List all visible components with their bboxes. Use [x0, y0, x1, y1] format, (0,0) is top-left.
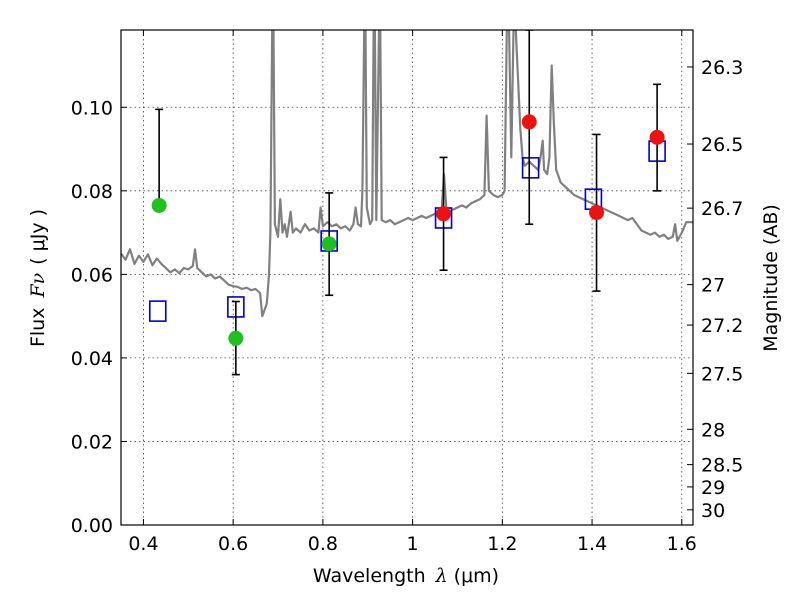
x-tick-label: 1.4	[577, 533, 607, 555]
x-tick-label: 0.6	[218, 533, 248, 555]
x-tick-label: 0.4	[128, 533, 158, 555]
y2-tick-label: 26.5	[701, 134, 743, 156]
model-spectrum-line	[121, 30, 693, 318]
axes: 0.4 0.6 0.8 1 1.2 1.4 1.6 0.00 0.02 0.04 0.06 0.08 0…	[71, 30, 743, 555]
observed-flux-point	[151, 197, 167, 213]
y-tick-label: 0.10	[71, 97, 113, 119]
observed-flux-point	[321, 236, 337, 252]
plot-frame	[120, 29, 694, 526]
data-series	[121, 30, 693, 376]
y-tick-label: 0.06	[71, 264, 113, 286]
observed-flux-point	[649, 129, 665, 145]
x-tick-label: 1	[407, 533, 419, 555]
model-photometry-box	[148, 300, 167, 322]
observed-flux-point	[228, 330, 244, 346]
observed-flux-point	[589, 205, 605, 221]
y2-tick-label: 27.5	[701, 363, 743, 385]
observed-flux-point	[521, 114, 537, 130]
y2-tick-label: 28.5	[701, 455, 743, 477]
y2-tick-label: 27	[701, 275, 725, 297]
x-tick-label: 1.2	[487, 533, 517, 555]
y2-tick-label: 26.3	[701, 57, 743, 79]
y-tick-label: 0.00	[71, 515, 113, 537]
y2-axis-title: Magnitude (AB)	[760, 204, 782, 352]
x-tick-label: 0.8	[308, 533, 338, 555]
y-tick-label: 0.02	[71, 431, 113, 453]
model-photometry-box	[521, 157, 540, 179]
y2-tick-label: 28	[701, 419, 725, 441]
y2-tick-label: 26.7	[701, 198, 743, 220]
grid	[121, 30, 693, 526]
observed-flux-point	[436, 206, 452, 222]
y-axis-title: FluxFν( μJy )	[27, 209, 49, 347]
y2-tick-label: 27.2	[701, 315, 743, 337]
y2-tick-label: 29	[701, 477, 725, 499]
y-tick-label: 0.08	[71, 181, 113, 203]
y-tick-label: 0.04	[71, 348, 113, 370]
x-tick-label: 1.6	[667, 533, 697, 555]
plot-area	[121, 30, 693, 376]
x-axis-title: Wavelength λ (μm)	[313, 565, 499, 587]
y2-tick-label: 30	[701, 500, 725, 522]
